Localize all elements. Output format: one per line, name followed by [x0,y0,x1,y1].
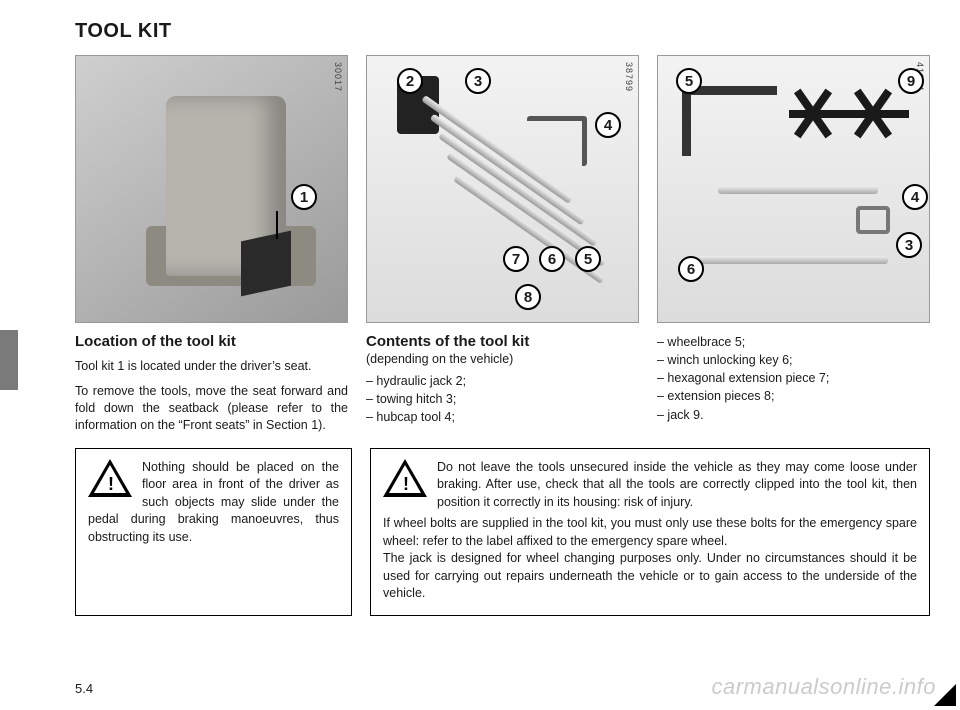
callout-4: 4 [595,112,621,138]
col1-heading: Location of the tool kit [75,333,348,350]
warning-box-small: ! Nothing should be placed on the floor … [75,448,352,616]
column-1: 30017 1 Location of the tool kit Tool ki… [75,55,348,434]
page-number: 5.4 [75,681,93,696]
list-item: – hubcap tool 4; [366,408,639,426]
manual-page: TOOL KIT 30017 1 Location of the tool ki… [0,0,960,710]
list-item: – wheelbrace 5; [657,333,930,351]
callout-6: 6 [678,256,704,282]
callout-8: 8 [515,284,541,310]
col2-note: (depending on the vehicle) [366,352,639,366]
callout-5: 5 [575,246,601,272]
callout-2: 2 [397,68,423,94]
list-item: – jack 9. [657,406,930,424]
wheelbrace-shape [682,86,777,156]
callout-5: 5 [676,68,702,94]
callout-3: 3 [896,232,922,258]
figure-code: 30017 [333,62,343,92]
page-title: TOOL KIT [75,20,930,43]
col3-list: – wheelbrace 5; – winch unlocking key 6;… [657,333,930,424]
extension-shape [718,186,878,194]
callout-3: 3 [465,68,491,94]
list-item: – winch unlocking key 6; [657,351,930,369]
col2-list: – hydraulic jack 2; – towing hitch 3; – … [366,372,639,426]
callout-9: 9 [898,68,924,94]
wheelbrace-v [682,86,691,156]
callout-7: 7 [503,246,529,272]
watermark: carmanualsonline.info [711,674,936,700]
list-item: – extension pieces 8; [657,387,930,405]
list-item: – hydraulic jack 2; [366,372,639,390]
col1-para2: To remove the tools, move the seat forwa… [75,383,348,434]
leader-line [276,211,278,239]
col1-para1: Tool kit 1 is located under the driver’s… [75,358,348,375]
wrench-shape [527,116,587,166]
page-corner-fold [934,684,956,706]
column-2: 38799 2 3 4 5 6 7 8 Contents of the too [366,55,639,434]
figure-seat: 30017 1 [75,55,348,323]
warning-text-p2: If wheel bolts are supplied in the tool … [383,515,917,550]
figure-contents: 38799 2 3 4 5 6 7 8 [366,55,639,323]
warning-text-p1: Do not leave the tools unsecured inside … [437,460,917,509]
column-3: 41174 5 9 4 3 6 [657,55,930,434]
warning-box-large: ! Do not leave the tools unsecured insid… [370,448,930,616]
warning-text-p3: The jack is designed for wheel changing … [383,550,917,603]
section-tab [0,330,18,390]
hubcap-tool-shape [856,206,890,234]
content-columns: 30017 1 Location of the tool kit Tool ki… [75,55,930,434]
scissor-jack-shape [789,86,909,141]
callout-4: 4 [902,184,928,210]
warning-icon: ! [383,459,429,499]
warning-row: ! Nothing should be placed on the floor … [75,448,930,616]
figure-code: 38799 [624,62,634,92]
figure-jack: 41174 5 9 4 3 6 [657,55,930,323]
list-item: – towing hitch 3; [366,390,639,408]
warning-icon: ! [88,459,134,499]
list-item: – hexagonal extension piece 7; [657,369,930,387]
extension-shape [698,256,888,264]
toolkit-bag-shape [241,231,291,297]
callout-6: 6 [539,246,565,272]
callout-1: 1 [291,184,317,210]
col2-heading: Contents of the tool kit [366,333,639,350]
